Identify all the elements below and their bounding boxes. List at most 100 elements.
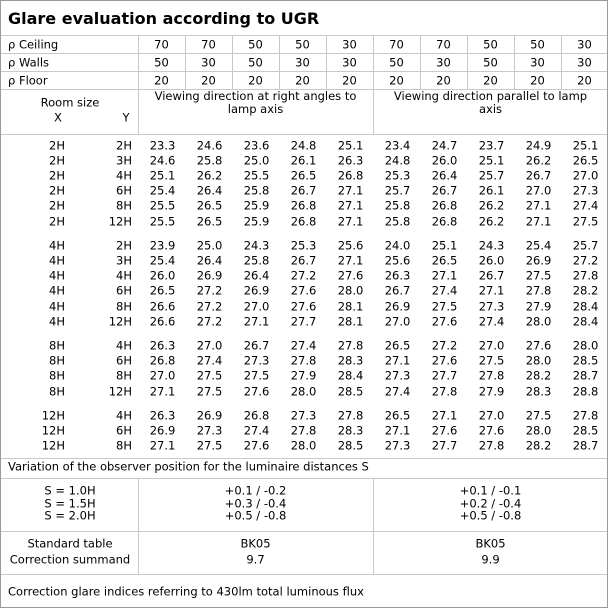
room-x: 8H: [49, 353, 65, 368]
reflectance-value: 70: [201, 37, 216, 52]
ugr-value: 28.4: [572, 314, 599, 329]
variation-value: +0.5 / -0.8: [224, 508, 287, 523]
ugr-value: 28.3: [337, 353, 364, 368]
ugr-value: 26.9: [243, 283, 270, 298]
ugr-value: 26.8: [431, 214, 458, 228]
reflectance-value: 20: [577, 73, 592, 88]
ugr-value: 26.7: [478, 268, 505, 283]
ugr-value: 27.8: [525, 283, 552, 298]
ugr-value: 27.5: [196, 368, 223, 383]
ugr-value: 27.3: [384, 368, 411, 383]
ugr-value: 26.7: [384, 283, 411, 298]
ugr-value: 28.0: [337, 283, 364, 298]
ugr-value: 27.8: [478, 438, 505, 453]
reflectance-value: 50: [530, 37, 545, 52]
ugr-value: 24.3: [243, 238, 270, 253]
ugr-value: 24.6: [196, 138, 223, 153]
room-x: 4H: [49, 253, 65, 268]
ugr-value: 27.5: [525, 268, 552, 283]
rule: [185, 35, 186, 89]
ugr-value: 27.4: [243, 423, 270, 438]
ugr-value: 27.5: [243, 368, 270, 383]
ugr-value: 25.4: [525, 238, 552, 253]
ugr-value: 25.6: [337, 238, 364, 253]
ugr-value: 26.7: [290, 253, 317, 268]
room-x: 12H: [41, 408, 65, 423]
ugr-value: 24.0: [384, 238, 411, 253]
room-x: 8H: [49, 338, 65, 353]
rule: [373, 89, 374, 134]
ugr-value: 26.0: [149, 268, 176, 283]
variation-label: S = 2.0H: [44, 508, 96, 523]
ugr-value: 27.9: [290, 368, 317, 383]
reflectance-value: 70: [154, 37, 169, 52]
reflectance-value: 30: [201, 55, 216, 70]
reflectance-value: 50: [248, 55, 263, 70]
ugr-value: 27.8: [572, 268, 599, 283]
rule: [1, 458, 607, 459]
ugr-value: 27.1: [243, 314, 270, 329]
reflectance-value: 50: [248, 37, 263, 52]
ugr-value: 27.4: [384, 384, 411, 398]
ugr-value: 26.5: [196, 198, 223, 213]
reflectance-value: 50: [295, 37, 310, 52]
reflectance-value: 20: [154, 73, 169, 88]
ugr-value: 25.8: [384, 198, 411, 213]
ugr-value: 25.7: [384, 183, 411, 198]
room-size-label: Room size: [40, 95, 100, 110]
ugr-value: 27.6: [431, 423, 458, 438]
ugr-value: 24.7: [431, 138, 458, 153]
ugr-value: 27.2: [431, 338, 458, 353]
room-y: 8H: [116, 299, 132, 313]
ugr-value: 27.6: [337, 268, 364, 283]
ugr-value: 27.7: [431, 438, 458, 453]
rule: [232, 35, 233, 89]
ugr-value: 25.0: [243, 153, 270, 168]
variation-label: S = 1.0H: [44, 483, 96, 498]
reflectance-value: 20: [389, 73, 404, 88]
ugr-value: 26.9: [196, 408, 223, 423]
reflectance-value: 20: [530, 73, 545, 88]
ugr-value: 23.3: [149, 138, 176, 153]
room-y: 4H: [116, 338, 132, 353]
ugr-value: 27.0: [478, 338, 505, 353]
summand-label: Correction summand: [9, 552, 131, 567]
rule: [138, 89, 139, 134]
ugr-value: 24.6: [149, 153, 176, 168]
ugr-value: 23.6: [243, 138, 270, 153]
room-y: 4H: [116, 168, 132, 183]
ugr-value: 27.2: [572, 253, 599, 268]
ugr-value: 27.5: [572, 214, 599, 228]
room-y: 12H: [108, 214, 132, 228]
ugr-value: 26.6: [149, 299, 176, 313]
reflectance-value: 50: [389, 55, 404, 70]
reflectance-value: 30: [436, 55, 451, 70]
ugr-value: 26.2: [478, 214, 505, 228]
ugr-value: 26.8: [431, 198, 458, 213]
ugr-value: 27.5: [431, 299, 458, 313]
ugr-value: 27.6: [290, 283, 317, 298]
ugr-value: 26.7: [290, 183, 317, 198]
ugr-value: 27.4: [431, 283, 458, 298]
reflectance-value: 70: [436, 37, 451, 52]
ugr-value: 26.8: [243, 408, 270, 423]
rule: [1, 134, 607, 135]
room-x: 2H: [49, 214, 65, 228]
ugr-value: 27.8: [290, 353, 317, 368]
y-label: Y: [122, 110, 130, 125]
ugr-value: 25.5: [243, 168, 270, 183]
ugr-value: 26.9: [196, 268, 223, 283]
ugr-value: 28.2: [525, 368, 552, 383]
ugr-value: 25.3: [290, 238, 317, 253]
ugr-value: 27.6: [290, 299, 317, 313]
rule: [373, 35, 374, 89]
ugr-value: 24.8: [384, 153, 411, 168]
ugr-value: 27.1: [478, 283, 505, 298]
reflectance-value: 20: [201, 73, 216, 88]
ugr-value: 27.6: [431, 353, 458, 368]
ugr-value: 27.1: [149, 438, 176, 453]
ugr-value: 27.3: [478, 299, 505, 313]
room-x: 8H: [49, 368, 65, 383]
crosswise-header: Viewing direction at right angles to lam…: [154, 89, 357, 116]
footer-note: Correction glare indices referring to 43…: [8, 584, 364, 599]
